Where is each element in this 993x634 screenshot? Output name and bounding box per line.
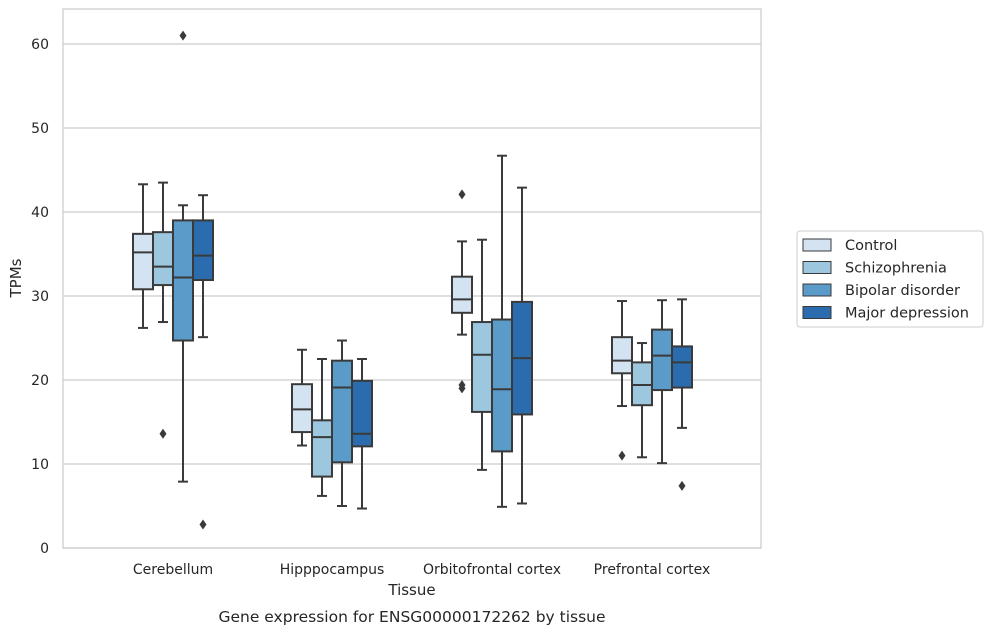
y-tick-label: 20 <box>31 373 49 389</box>
box-schizophrenia <box>152 181 174 439</box>
x-axis-label: Tissue <box>387 581 435 599</box>
box-bipolar-disorder <box>491 154 513 508</box>
y-axis-label: TPMs <box>7 258 25 298</box>
box-schizophrenia <box>631 342 653 459</box>
y-tick-label: 50 <box>31 121 49 137</box>
outlier-point <box>678 480 686 491</box>
box-iqr <box>451 275 473 314</box>
outlier-point <box>458 383 466 394</box>
box-major-depression <box>192 194 214 530</box>
box-control <box>451 189 473 394</box>
box-control <box>611 300 633 461</box>
gridlines <box>63 43 761 549</box>
outlier-point <box>199 519 207 530</box>
box-iqr <box>631 361 653 407</box>
box-iqr <box>471 321 493 413</box>
y-tick-label: 30 <box>31 289 49 305</box>
box-control <box>291 348 313 447</box>
x-tick-label: Hipppocampus <box>280 562 385 578</box>
box-iqr <box>351 379 373 448</box>
box-bipolar-disorder <box>651 299 673 465</box>
box-major-depression <box>351 358 373 510</box>
box-iqr <box>651 328 673 392</box>
legend-swatch <box>802 306 832 319</box>
box-bipolar-disorder <box>172 30 194 483</box>
box-iqr <box>152 231 174 287</box>
box-major-depression <box>511 186 533 505</box>
outlier-point <box>159 428 167 439</box>
plot-frame <box>62 8 762 549</box>
box-iqr <box>491 318 513 453</box>
box-iqr <box>311 419 333 478</box>
box-bipolar-disorder <box>331 339 353 507</box>
box-schizophrenia <box>471 238 493 471</box>
legend: Control Schizophrenia Bipolar disorder Majo… <box>796 230 984 328</box>
outlier-point <box>179 30 187 41</box>
legend-label: Schizophrenia <box>845 261 947 277</box>
x-tick-label: Cerebellum <box>133 562 213 578</box>
boxplot-area <box>132 30 693 530</box>
box-iqr <box>671 345 693 389</box>
legend-swatch <box>802 238 832 252</box>
outlier-point <box>618 450 626 461</box>
x-tick-labels: Cerebellum Hipppocampus Orbitofrontal cort… <box>133 562 710 578</box>
box-iqr <box>331 359 353 464</box>
legend-swatch <box>802 261 832 274</box>
box-iqr <box>192 219 214 282</box>
chart-title: Gene expression for ENSG00000172262 by t… <box>218 608 605 626</box>
legend-frame <box>796 230 984 328</box>
legend-label: Major depression <box>845 306 969 322</box>
box-major-depression <box>671 298 693 491</box>
x-tick-label: Prefrontal cortex <box>594 562 711 578</box>
box-control <box>132 183 154 329</box>
box-iqr <box>172 219 194 342</box>
box-schizophrenia <box>311 358 333 497</box>
box-iqr <box>132 232 154 291</box>
legend-swatch <box>802 283 832 297</box>
legend-label: Bipolar disorder <box>845 283 960 299</box>
y-tick-label: 60 <box>31 37 49 53</box>
legend-label: Control <box>845 238 897 254</box>
y-tick-labels: 0 10 20 30 40 50 60 <box>31 37 49 557</box>
box-iqr <box>291 383 313 434</box>
y-tick-label: 10 <box>31 457 49 473</box>
y-tick-label: 0 <box>40 541 49 557</box>
y-tick-label: 40 <box>31 205 49 221</box>
outlier-point <box>458 189 466 200</box>
x-tick-label: Orbitofrontal cortex <box>423 562 561 578</box>
box-iqr <box>611 336 633 375</box>
